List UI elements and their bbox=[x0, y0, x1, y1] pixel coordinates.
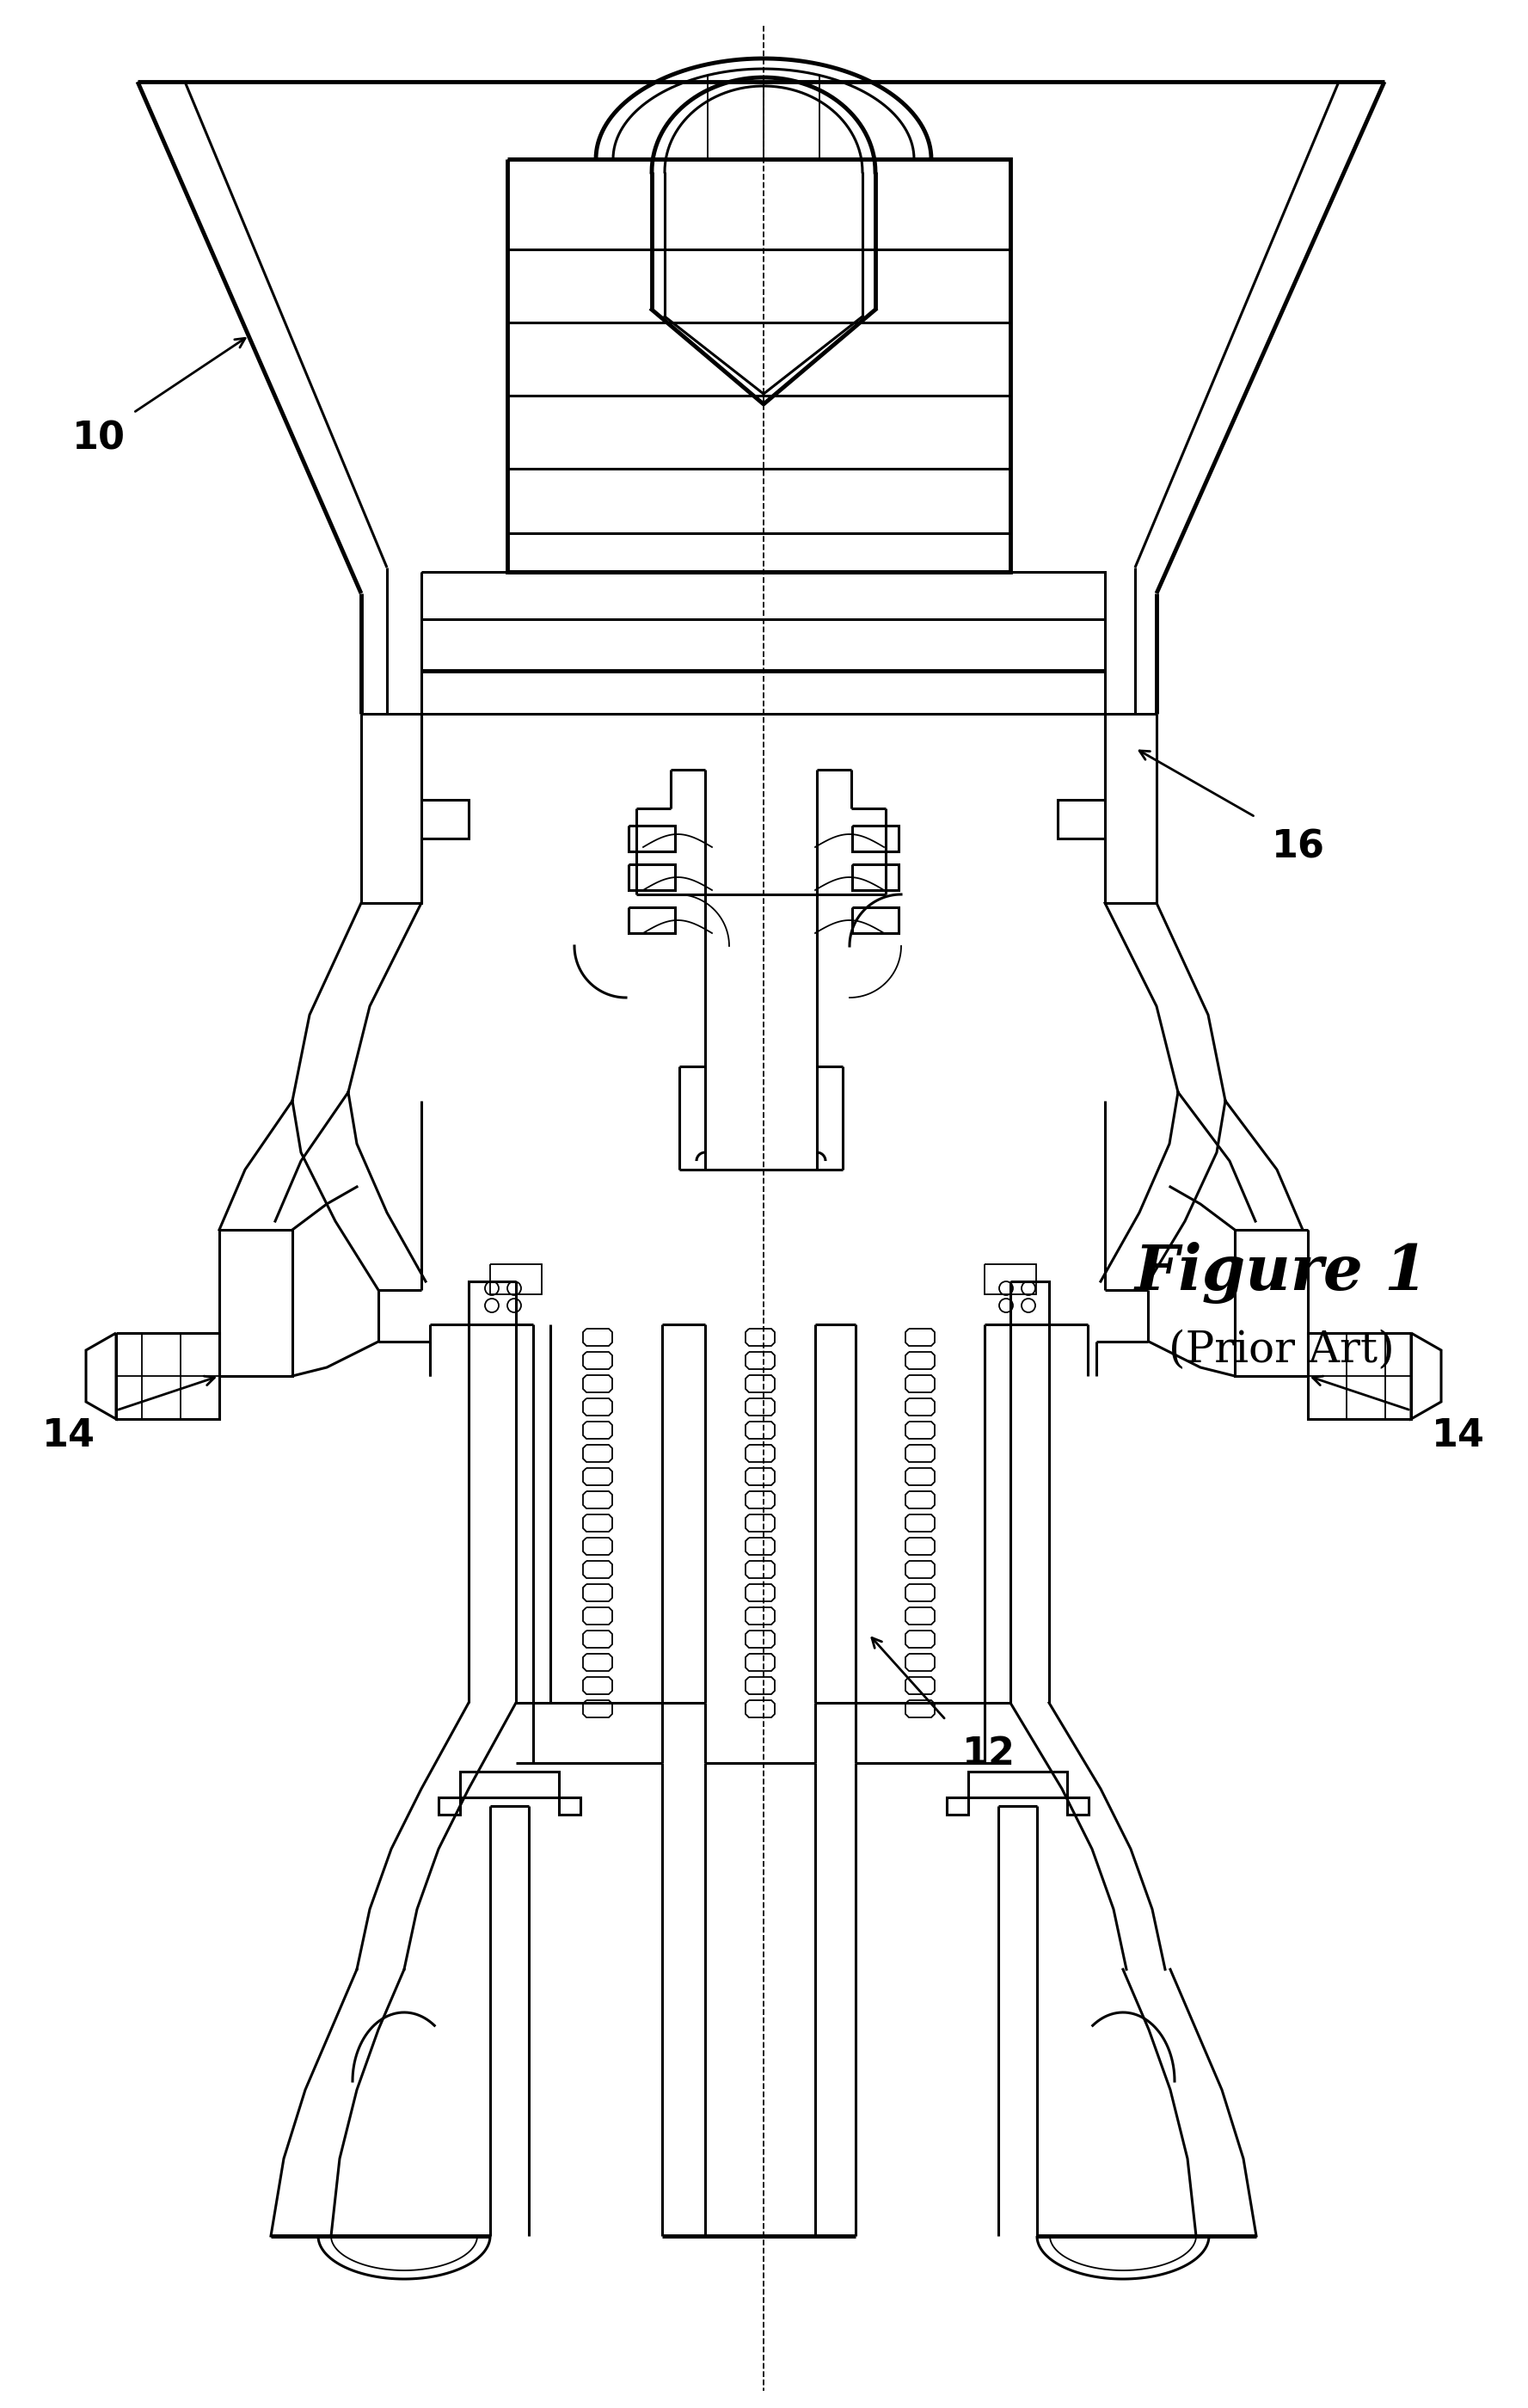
Text: 16: 16 bbox=[1271, 828, 1325, 864]
Text: Figure 1: Figure 1 bbox=[1134, 1243, 1429, 1303]
Text: 14: 14 bbox=[1432, 1418, 1485, 1454]
Text: 14: 14 bbox=[43, 1418, 95, 1454]
Text: 12: 12 bbox=[963, 1736, 1016, 1772]
Text: 10: 10 bbox=[72, 419, 125, 458]
Text: (Prior Art): (Prior Art) bbox=[1169, 1329, 1394, 1373]
